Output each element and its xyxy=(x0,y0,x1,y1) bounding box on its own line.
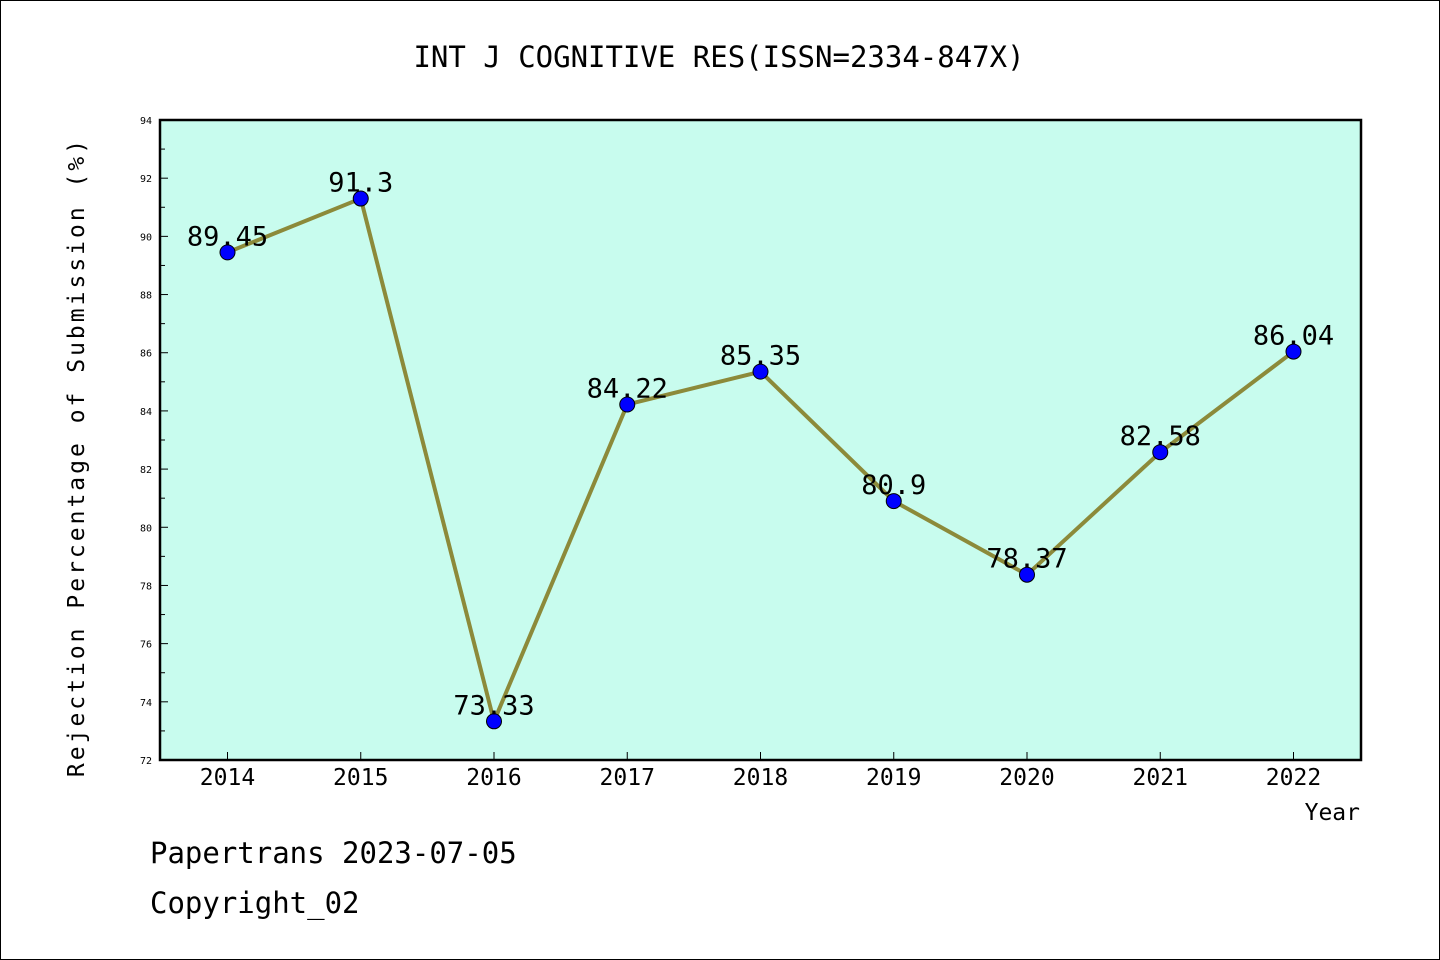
y-tick-label: 72 xyxy=(140,756,152,767)
data-point xyxy=(885,493,902,510)
data-label: 73.33 xyxy=(453,690,534,721)
data-point xyxy=(352,190,369,207)
y-tick-label: 86 xyxy=(140,349,152,360)
series-group: 89.45 91.3 73.33 84.22 85.35 80.9 78.37 82.58 86… xyxy=(187,168,1334,730)
x-tick-label: 2020 xyxy=(999,765,1054,791)
y-tick-label: 76 xyxy=(140,640,152,651)
data-point xyxy=(1019,566,1035,583)
data-label: 82.58 xyxy=(1120,421,1201,452)
plot-background xyxy=(160,120,1361,760)
y-tick-label: 92 xyxy=(140,174,152,185)
x-tick-label: 2018 xyxy=(733,765,788,791)
data-label: 80.9 xyxy=(861,470,926,501)
data-label: 86.04 xyxy=(1253,321,1334,352)
data-label: 85.35 xyxy=(720,341,801,372)
data-label: 78.37 xyxy=(986,544,1067,575)
data-point xyxy=(1285,343,1302,360)
chart-title: INT J COGNITIVE RES(ISSN=2334-847X) xyxy=(413,40,1024,74)
data-point xyxy=(619,396,636,413)
y-tick-label: 82 xyxy=(140,465,152,476)
data-point xyxy=(752,363,769,380)
y-tick-label: 84 xyxy=(140,407,152,418)
data-label: 89.45 xyxy=(187,221,268,252)
x-axis-ticks: 2014 2015 2016 2017 2018 2019 2020 2021 2022 xyxy=(200,752,1321,791)
x-axis-label: Year xyxy=(1305,800,1360,826)
x-tick-label: 2022 xyxy=(1266,765,1321,791)
x-tick-label: 2015 xyxy=(333,765,388,791)
y-tick-label: 74 xyxy=(140,698,152,709)
y-tick-label: 78 xyxy=(140,581,152,592)
plot-border xyxy=(158,118,1363,762)
footer-date: Papertrans 2023-07-05 xyxy=(150,836,517,870)
x-tick-label: 2017 xyxy=(600,765,655,791)
y-tick-label: 90 xyxy=(140,232,152,243)
y-tick-label: 94 xyxy=(140,116,152,127)
x-tick-label: 2021 xyxy=(1133,765,1188,791)
footer-copyright: Copyright_02 xyxy=(150,886,360,920)
x-tick-label: 2016 xyxy=(466,765,521,791)
y-tick-label: 88 xyxy=(140,291,152,302)
x-tick-label: 2019 xyxy=(866,765,921,791)
y-axis-label: Rejection Percentage of Submission (%) xyxy=(64,137,90,777)
y-tick-label: 80 xyxy=(140,523,152,534)
x-tick-label: 2014 xyxy=(200,765,255,791)
data-label: 91.3 xyxy=(328,168,393,199)
data-label: 84.22 xyxy=(587,374,668,405)
data-point xyxy=(1152,444,1169,461)
data-point xyxy=(486,713,502,730)
data-point xyxy=(219,244,236,261)
